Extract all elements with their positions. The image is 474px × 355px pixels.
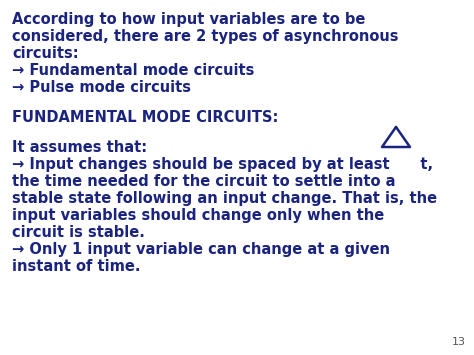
- Text: considered, there are 2 types of asynchronous: considered, there are 2 types of asynchr…: [12, 29, 399, 44]
- Text: 13: 13: [452, 337, 466, 347]
- Text: stable state following an input change. That is, the: stable state following an input change. …: [12, 191, 437, 206]
- Text: → Only 1 input variable can change at a given: → Only 1 input variable can change at a …: [12, 242, 390, 257]
- Text: the time needed for the circuit to settle into a: the time needed for the circuit to settl…: [12, 174, 395, 189]
- Text: It assumes that:: It assumes that:: [12, 140, 147, 155]
- Text: circuits:: circuits:: [12, 46, 79, 61]
- Text: instant of time.: instant of time.: [12, 259, 140, 274]
- Text: FUNDAMENTAL MODE CIRCUITS:: FUNDAMENTAL MODE CIRCUITS:: [12, 110, 278, 125]
- Text: input variables should change only when the: input variables should change only when …: [12, 208, 384, 223]
- Text: → Fundamental mode circuits: → Fundamental mode circuits: [12, 63, 255, 78]
- Text: According to how input variables are to be: According to how input variables are to …: [12, 12, 365, 27]
- Text: → Pulse mode circuits: → Pulse mode circuits: [12, 80, 191, 95]
- Text: → Input changes should be spaced by at least      t,: → Input changes should be spaced by at l…: [12, 157, 433, 172]
- Text: circuit is stable.: circuit is stable.: [12, 225, 145, 240]
